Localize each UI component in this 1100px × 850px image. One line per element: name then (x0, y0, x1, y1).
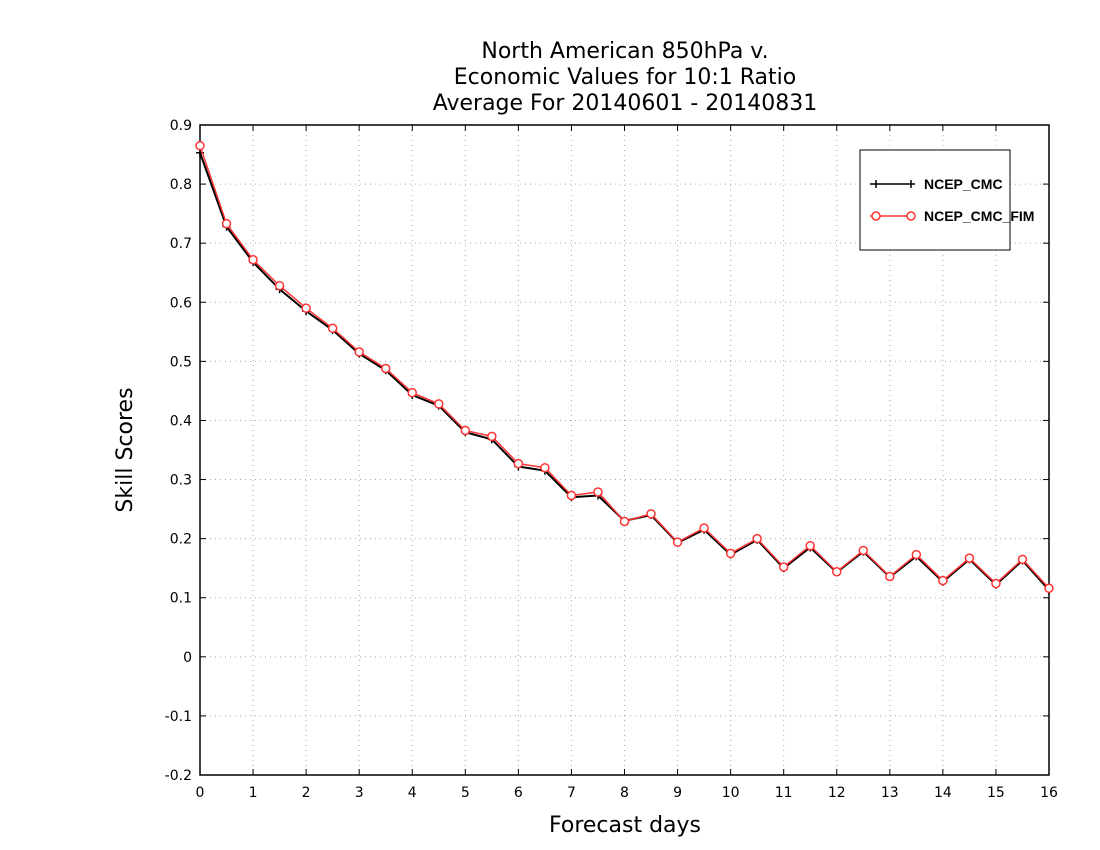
data-point (646, 509, 656, 519)
x-tick-label: 2 (302, 785, 311, 801)
y-tick-label: 0.9 (170, 118, 192, 134)
y-tick-label: -0.2 (165, 768, 192, 784)
y-tick-label: 0 (183, 650, 192, 666)
y-tick-label: -0.1 (165, 709, 192, 725)
y-axis-label: Skill Scores (113, 387, 138, 512)
data-point (274, 280, 285, 291)
x-tick-label: 14 (934, 785, 952, 801)
y-axis-ticks: -0.2 -0.1 0 0.1 0.2 0.3 0.4 0.5 0.6 0.7 0.8 0.9 (165, 118, 1049, 784)
legend-item: NCEP_CMC_FIM (870, 208, 1034, 224)
x-tick-label: 8 (620, 785, 629, 801)
x-axis-label: Forecast days (549, 813, 701, 838)
x-tick-label: 6 (514, 785, 523, 801)
data-point (964, 553, 975, 563)
legend-item: NCEP_CMC (870, 176, 1003, 192)
y-tick-label: 0.7 (170, 236, 192, 252)
data-point (1044, 583, 1054, 594)
y-tick-label: 0.8 (170, 177, 192, 193)
data-point (938, 575, 948, 586)
data-point (407, 387, 417, 398)
x-tick-label: 12 (828, 785, 846, 801)
legend-box (859, 149, 1011, 251)
y-tick-label: 0.4 (170, 413, 192, 429)
chart-title: North American 850hPa v. Economic Values… (433, 39, 818, 116)
x-tick-label: 9 (673, 785, 682, 801)
data-point (354, 347, 364, 357)
legend-marker (871, 211, 881, 221)
grid-lines (200, 125, 1049, 775)
x-tick-label: 15 (987, 785, 1005, 801)
data-point (885, 571, 895, 582)
data-point (487, 431, 497, 442)
data-point (778, 562, 789, 572)
data-point (752, 533, 762, 544)
x-tick-label: 10 (722, 785, 740, 801)
x-tick-label: 11 (775, 785, 793, 801)
data-point (1017, 554, 1028, 565)
title-line-1: North American 850hPa v. (481, 39, 768, 64)
y-tick-label: 0.3 (170, 473, 192, 489)
data-point (540, 462, 550, 473)
x-tick-label: 16 (1040, 785, 1058, 801)
x-axis-ticks: 0 1 2 3 4 5 6 7 8 9 10 11 12 13 14 15 16 (196, 125, 1058, 801)
data-point (301, 303, 311, 313)
data-point (832, 566, 842, 577)
x-tick-label: 0 (196, 785, 205, 801)
data-point (672, 537, 683, 547)
data-point (991, 578, 1001, 589)
x-tick-label: 3 (355, 785, 364, 801)
data-point (221, 218, 232, 229)
data-point (434, 399, 444, 409)
y-tick-label: 0.5 (170, 354, 192, 370)
series-group (195, 140, 1054, 595)
data-point (725, 548, 736, 559)
x-tick-label: 4 (408, 785, 417, 801)
x-tick-label: 13 (881, 785, 899, 801)
data-point (619, 516, 630, 527)
data-point (513, 458, 524, 469)
data-point (380, 363, 391, 374)
data-point (327, 323, 338, 334)
x-tick-label: 1 (249, 785, 258, 801)
data-point (593, 487, 603, 497)
data-point (699, 523, 709, 533)
data-point (911, 549, 922, 560)
data-point (248, 254, 258, 265)
data-point (805, 540, 815, 551)
legend: NCEP_CMC NCEP_CMC_FIM (859, 149, 1034, 251)
data-point (858, 545, 869, 556)
y-tick-label: 0.6 (170, 295, 192, 311)
x-tick-label: 7 (567, 785, 576, 801)
y-tick-label: 0.1 (170, 591, 192, 607)
legend-label: NCEP_CMC_FIM (924, 208, 1034, 224)
y-tick-label: 0.2 (170, 532, 192, 548)
data-point (566, 490, 577, 501)
x-tick-label: 5 (461, 785, 470, 801)
legend-marker (906, 211, 916, 221)
data-point (195, 140, 205, 151)
title-line-3: Average For 20140601 - 20140831 (433, 91, 818, 116)
legend-label: NCEP_CMC (924, 176, 1003, 192)
title-line-2: Economic Values for 10:1 Ratio (454, 65, 796, 90)
data-point (460, 425, 471, 436)
series-ncep-cmc-fim (195, 140, 1054, 594)
